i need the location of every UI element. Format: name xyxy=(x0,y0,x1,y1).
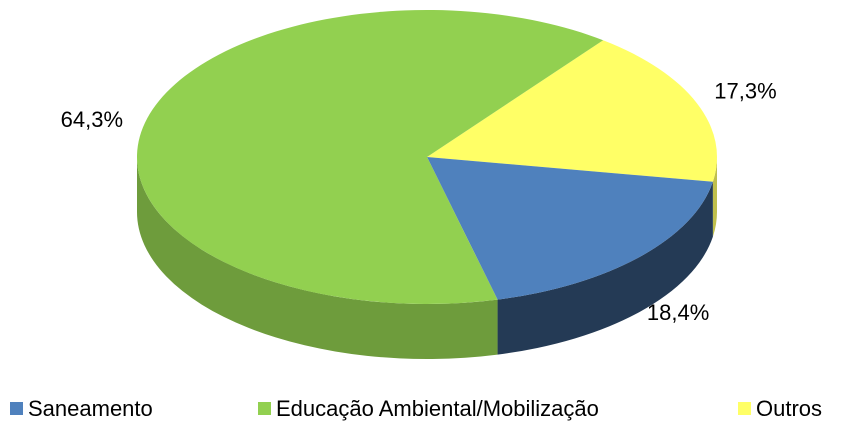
legend-label: Saneamento xyxy=(28,396,153,421)
slice xyxy=(427,40,717,182)
data-label: 18,4% xyxy=(647,300,709,325)
slice xyxy=(427,157,713,300)
data-label: 64,3% xyxy=(61,107,123,132)
data-label: 17,3% xyxy=(714,78,776,103)
slice-side xyxy=(137,157,498,360)
slice xyxy=(136,9,604,305)
legend-swatch xyxy=(258,402,271,415)
slice-side xyxy=(712,157,717,237)
legend-swatch xyxy=(738,402,751,415)
legend-label: Educação Ambiental/Mobilização xyxy=(276,396,599,421)
legend-label: Outros xyxy=(756,396,822,421)
slice-side xyxy=(497,181,713,355)
legend-swatch xyxy=(10,402,23,415)
